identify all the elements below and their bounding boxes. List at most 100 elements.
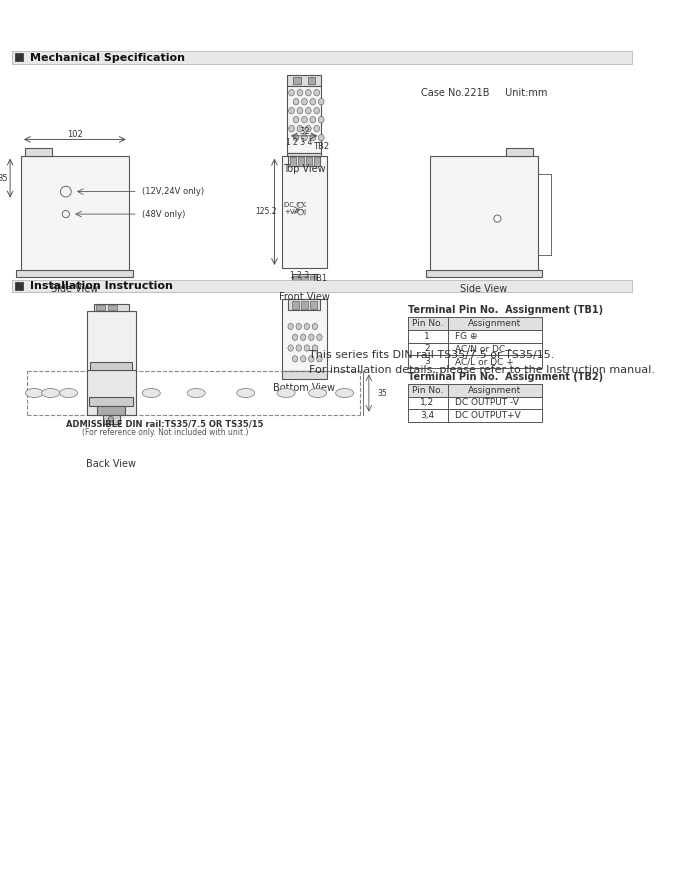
Bar xyxy=(291,274,316,286)
Text: (12V,24V only): (12V,24V only) xyxy=(142,188,204,196)
Text: DC OK: DC OK xyxy=(284,202,307,208)
Bar xyxy=(287,75,321,86)
Ellipse shape xyxy=(237,388,255,397)
Bar xyxy=(426,270,542,277)
Bar xyxy=(407,396,448,409)
Text: DC OUTPUT -V: DC OUTPUT -V xyxy=(455,398,519,407)
Bar xyxy=(288,299,321,310)
Bar xyxy=(306,157,312,165)
Bar xyxy=(15,281,22,289)
Ellipse shape xyxy=(302,135,307,141)
Text: This series fits DIN rail TS35/7.5 or TS35/15.: This series fits DIN rail TS35/7.5 or TS… xyxy=(309,350,554,360)
Text: 3,4: 3,4 xyxy=(420,411,435,420)
Text: 1,2: 1,2 xyxy=(420,398,435,407)
Ellipse shape xyxy=(288,89,295,96)
Bar xyxy=(448,396,542,409)
Text: AC/L or DC +: AC/L or DC + xyxy=(455,357,514,366)
Ellipse shape xyxy=(302,98,307,104)
Bar xyxy=(407,318,448,330)
Bar xyxy=(97,405,125,414)
Text: FG ⊕: FG ⊕ xyxy=(455,332,477,341)
Ellipse shape xyxy=(312,345,318,351)
Bar xyxy=(407,330,448,343)
Text: Terminal Pin No.  Assignment (TB2): Terminal Pin No. Assignment (TB2) xyxy=(407,371,603,382)
Ellipse shape xyxy=(297,89,303,96)
Ellipse shape xyxy=(314,89,320,96)
Circle shape xyxy=(298,210,303,215)
Text: (For reference only. Not included with unit.): (For reference only. Not included with u… xyxy=(81,428,248,437)
Ellipse shape xyxy=(300,334,306,340)
Ellipse shape xyxy=(305,125,312,132)
Text: (48V only): (48V only) xyxy=(142,210,186,219)
Text: DC OUTPUT+V: DC OUTPUT+V xyxy=(455,411,521,420)
Text: 2: 2 xyxy=(424,345,430,354)
Ellipse shape xyxy=(318,98,324,104)
Text: ADMISSIBLE DIN rail:TS35/7.5 OR TS35/15: ADMISSIBLE DIN rail:TS35/7.5 OR TS35/15 xyxy=(66,419,263,428)
Bar xyxy=(287,86,321,153)
Circle shape xyxy=(298,203,303,208)
Bar xyxy=(95,305,104,310)
Ellipse shape xyxy=(310,116,316,123)
Ellipse shape xyxy=(293,116,299,123)
Circle shape xyxy=(108,416,113,421)
Text: 125.2: 125.2 xyxy=(255,207,276,216)
Ellipse shape xyxy=(296,345,302,351)
Text: 35: 35 xyxy=(378,388,388,397)
Bar xyxy=(16,270,133,277)
Text: 1: 1 xyxy=(424,332,430,341)
Text: 1 2 3: 1 2 3 xyxy=(290,271,309,280)
Ellipse shape xyxy=(304,323,309,330)
Ellipse shape xyxy=(309,355,314,362)
Ellipse shape xyxy=(60,388,78,397)
Bar xyxy=(21,155,129,272)
Ellipse shape xyxy=(142,388,160,397)
Bar xyxy=(12,280,632,292)
Bar xyxy=(290,157,296,165)
Ellipse shape xyxy=(310,98,316,104)
Ellipse shape xyxy=(318,116,324,123)
Ellipse shape xyxy=(302,116,307,123)
Ellipse shape xyxy=(288,345,293,351)
Ellipse shape xyxy=(296,323,302,330)
Bar xyxy=(309,301,316,309)
Text: +VADJ: +VADJ xyxy=(284,209,307,215)
Bar xyxy=(430,155,538,272)
Bar xyxy=(309,276,316,285)
Text: TB1: TB1 xyxy=(312,274,328,283)
Text: Assignment: Assignment xyxy=(468,320,522,329)
Bar xyxy=(293,276,300,285)
Ellipse shape xyxy=(305,89,312,96)
Bar xyxy=(94,304,129,311)
Bar xyxy=(87,370,136,414)
Ellipse shape xyxy=(335,388,354,397)
Ellipse shape xyxy=(293,135,299,141)
Text: TB2: TB2 xyxy=(313,142,329,151)
Bar xyxy=(291,301,299,309)
Ellipse shape xyxy=(288,107,295,114)
Bar xyxy=(407,355,448,368)
Bar xyxy=(448,330,542,343)
Bar xyxy=(287,153,321,160)
Bar xyxy=(293,77,300,84)
Text: 102: 102 xyxy=(67,129,83,138)
Text: Terminal Pin No.  Assignment (TB1): Terminal Pin No. Assignment (TB1) xyxy=(407,305,603,315)
Text: Front View: Front View xyxy=(279,292,330,302)
Text: 1 2 3 4: 1 2 3 4 xyxy=(286,138,313,146)
Bar xyxy=(302,276,308,285)
Ellipse shape xyxy=(288,125,295,132)
Bar xyxy=(448,343,542,355)
Bar xyxy=(314,157,321,165)
Ellipse shape xyxy=(304,345,309,351)
Ellipse shape xyxy=(309,334,314,340)
Text: 32: 32 xyxy=(299,127,309,136)
Bar xyxy=(298,157,304,165)
Ellipse shape xyxy=(293,334,297,340)
Ellipse shape xyxy=(309,388,327,397)
Bar xyxy=(407,384,448,396)
Text: Case No.221B     Unit:mm: Case No.221B Unit:mm xyxy=(421,88,547,97)
Text: Pin No.: Pin No. xyxy=(412,320,443,329)
Bar xyxy=(15,53,22,62)
Ellipse shape xyxy=(297,125,303,132)
Bar xyxy=(87,311,136,370)
Ellipse shape xyxy=(293,98,299,104)
